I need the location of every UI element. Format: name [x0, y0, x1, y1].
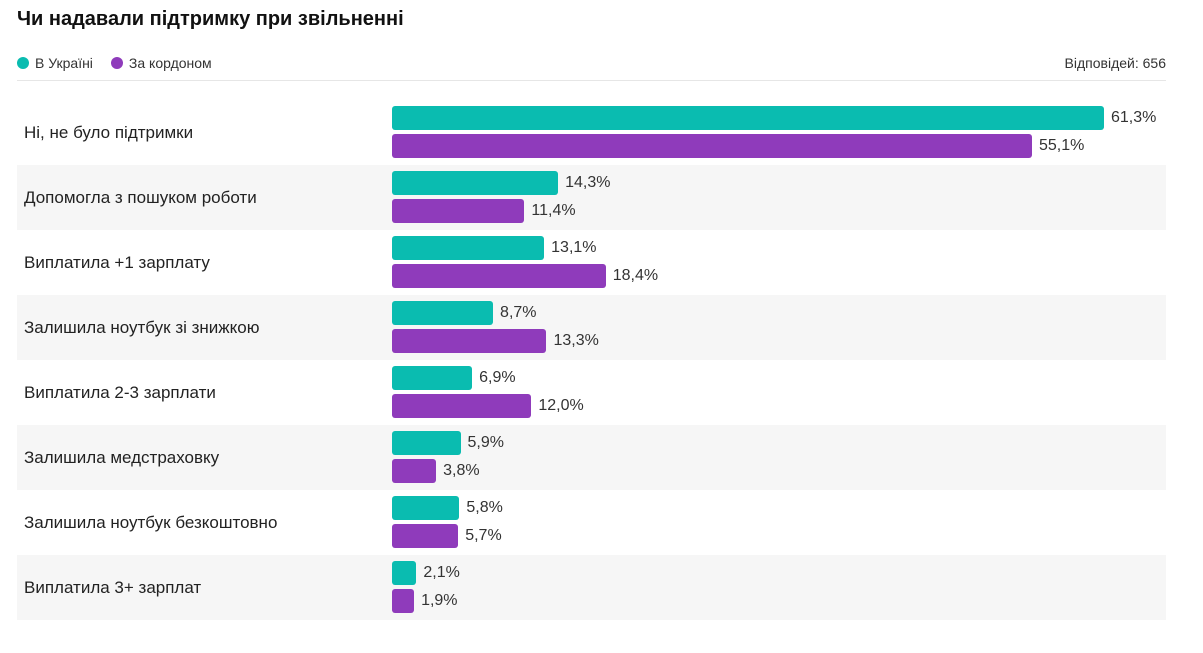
- legend-label-ukraine: В Україні: [35, 55, 93, 71]
- value-label-abroad: 11,4%: [531, 202, 576, 219]
- bar-ukraine: [392, 301, 494, 325]
- value-label-abroad: 12,0%: [538, 397, 584, 414]
- bar-ukraine: [392, 561, 417, 585]
- bar-abroad: [392, 199, 525, 223]
- bar-abroad: [392, 589, 415, 613]
- chart-row: Залишила медстраховку 5,9% 3,8%: [17, 425, 1166, 490]
- bar-ukraine: [392, 236, 545, 260]
- legend-item-ukraine: В Україні: [17, 55, 93, 71]
- category-label: Залишила медстраховку: [24, 448, 220, 467]
- value-label-ukraine: 61,3%: [1111, 109, 1157, 126]
- chart-row: Виплатила 3+ зарплат 2,1% 1,9%: [17, 555, 1166, 620]
- bar-ukraine: [392, 366, 473, 390]
- bar-ukraine: [392, 431, 461, 455]
- category-label: Допомогла з пошуком роботи: [24, 188, 257, 207]
- header-divider: [17, 80, 1166, 81]
- value-label-ukraine: 13,1%: [551, 239, 597, 256]
- category-label: Ні, не було підтримки: [24, 123, 194, 142]
- bar-abroad: [392, 524, 459, 548]
- legend-label-abroad: За кордоном: [128, 55, 212, 71]
- value-label-ukraine: 8,7%: [500, 304, 537, 321]
- chart-row: Залишила ноутбук безкоштовно 5,8% 5,7%: [17, 490, 1166, 555]
- responses-count: Відповідей: 656: [1064, 55, 1166, 71]
- value-label-abroad: 5,7%: [465, 527, 502, 544]
- chart-rows: Ні, не було підтримки 61,3% 55,1% Допомогла…: [17, 100, 1166, 620]
- chart-row: Виплатила 2-3 зарплати 6,9% 12,0%: [17, 360, 1166, 425]
- category-label: Залишила ноутбук безкоштовно: [24, 513, 278, 532]
- value-label-ukraine: 14,3%: [565, 174, 611, 191]
- bar-abroad: [392, 394, 532, 418]
- category-label: Залишила ноутбук зі знижкою: [24, 318, 260, 337]
- chart-row: Залишила ноутбук зі знижкою 8,7% 13,3%: [17, 295, 1166, 360]
- value-label-abroad: 1,9%: [421, 592, 458, 609]
- category-label: Виплатила 2-3 зарплати: [24, 383, 216, 402]
- value-label-ukraine: 2,1%: [423, 564, 460, 581]
- value-label-abroad: 13,3%: [553, 332, 599, 349]
- category-label: Виплатила 3+ зарплат: [24, 578, 202, 597]
- bar-abroad: [392, 264, 606, 288]
- bar-ukraine: [392, 496, 460, 520]
- legend-item-abroad: За кордоном: [110, 55, 212, 71]
- chart-row: Допомогла з пошуком роботи 14,3% 11,4%: [17, 165, 1166, 230]
- bar-abroad: [392, 329, 547, 353]
- category-label: Виплатила +1 зарплату: [24, 253, 210, 272]
- bar-ukraine: [392, 106, 1104, 130]
- legend-dot-ukraine: [17, 57, 29, 69]
- chart-row: Виплатила +1 зарплату 13,1% 18,4%: [17, 230, 1166, 295]
- value-label-abroad: 18,4%: [612, 267, 659, 284]
- value-label-abroad: 3,8%: [443, 462, 480, 479]
- legend: В Україні За кордоном: [17, 55, 230, 71]
- legend-dot-abroad: [110, 57, 123, 69]
- bar-abroad: [392, 134, 1032, 158]
- value-label-ukraine: 6,9%: [479, 369, 516, 386]
- chart-row: Ні, не було підтримки 61,3% 55,1%: [17, 100, 1166, 165]
- bar-ukraine: [392, 171, 559, 195]
- value-label-abroad: 55,1%: [1038, 137, 1085, 154]
- bar-abroad: [392, 459, 437, 483]
- value-label-ukraine: 5,8%: [466, 499, 503, 516]
- value-label-ukraine: 5,9%: [467, 434, 504, 451]
- chart-title: Чи надавали підтримку при звільненні: [17, 8, 404, 30]
